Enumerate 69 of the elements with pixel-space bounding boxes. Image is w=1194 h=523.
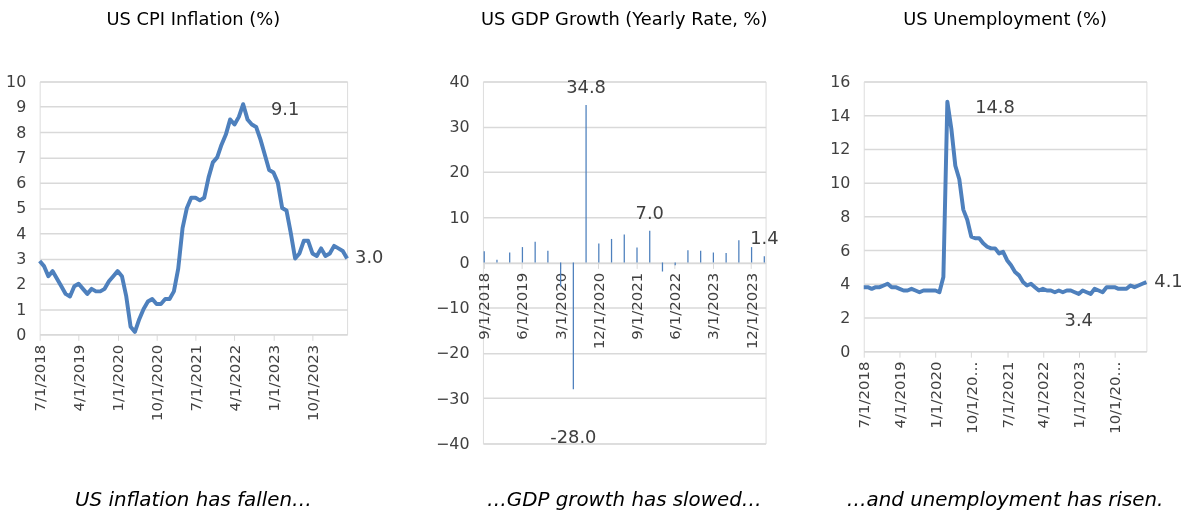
y-tick-label: 4 bbox=[16, 223, 27, 243]
x-tick-label: 6/1/2019 bbox=[513, 272, 532, 340]
x-tick-label: 4/1/2019 bbox=[70, 344, 89, 412]
x-tick-label: 4/1/2022 bbox=[1034, 361, 1053, 429]
x-tick-label: 4/1/2019 bbox=[891, 361, 910, 429]
y-tick-label: 3 bbox=[16, 248, 27, 268]
x-tick-label: 1/1/2023 bbox=[264, 344, 283, 412]
x-tick-label: 10/1/2023 bbox=[303, 344, 322, 421]
data-label: 4.1 bbox=[1154, 270, 1183, 292]
y-tick-label: 1 bbox=[16, 299, 27, 319]
y-tick-label: 7 bbox=[16, 147, 27, 167]
data-label: 14.8 bbox=[975, 95, 1015, 117]
y-tick-label: 0 bbox=[840, 341, 851, 361]
data-label: 1.4 bbox=[750, 227, 779, 249]
x-tick-label: 12/1/2020 bbox=[589, 272, 608, 350]
y-tick-label: 8 bbox=[840, 206, 851, 226]
y-tick-label: 0 bbox=[16, 324, 27, 344]
y-tick-label: −20 bbox=[436, 343, 470, 363]
y-tick-label: 40 bbox=[449, 71, 470, 91]
x-tick-label: 1/1/2023 bbox=[1070, 361, 1089, 429]
y-tick-label: 20 bbox=[449, 162, 470, 182]
x-tick-label: 4/1/2022 bbox=[225, 344, 244, 412]
y-tick-label: 8 bbox=[16, 122, 27, 142]
x-tick-label: 12/1/2023 bbox=[742, 272, 761, 350]
y-tick-label: 14 bbox=[830, 105, 851, 125]
x-tick-label: 9/1/2018 bbox=[475, 272, 494, 340]
y-tick-label: 10 bbox=[830, 173, 851, 193]
y-tick-label: 0 bbox=[459, 252, 470, 272]
y-tick-label: 12 bbox=[830, 139, 851, 159]
line-series bbox=[861, 99, 1149, 296]
x-tick-label: 3/1/2023 bbox=[704, 272, 723, 340]
y-tick-label: 6 bbox=[16, 173, 27, 193]
x-tick-label: 7/1/2018 bbox=[31, 344, 50, 412]
y-tick-label: 10 bbox=[449, 207, 470, 227]
x-tick-label: 6/1/2022 bbox=[666, 272, 685, 340]
data-label: 3.0 bbox=[355, 246, 384, 268]
y-tick-label: −30 bbox=[436, 388, 470, 408]
y-tick-label: 5 bbox=[16, 198, 27, 218]
y-tick-label: −40 bbox=[436, 433, 470, 453]
y-tick-label: −10 bbox=[436, 298, 470, 318]
data-label: -28.0 bbox=[550, 425, 597, 447]
text: …GDP growth has slowed… bbox=[486, 487, 762, 511]
x-tick-label: 9/1/2021 bbox=[627, 272, 646, 340]
text: US inflation has fallen… bbox=[74, 487, 312, 511]
x-tick-label: 7/1/2021 bbox=[998, 361, 1017, 429]
y-tick-label: 2 bbox=[16, 274, 27, 294]
x-tick-label: 10/1/20… bbox=[1106, 361, 1125, 434]
chart-title: US Unemployment (%) bbox=[903, 7, 1107, 29]
x-tick-label: 7/1/2021 bbox=[187, 344, 205, 412]
x-tick-label: 10/1/2020 bbox=[148, 344, 167, 421]
x-tick-label: 1/1/2020 bbox=[926, 361, 945, 429]
y-tick-label: 6 bbox=[840, 240, 851, 260]
x-tick-label: 3/1/2020 bbox=[551, 272, 570, 340]
data-label: 9.1 bbox=[270, 98, 300, 120]
x-tick-label: 7/1/2018 bbox=[855, 361, 874, 429]
data-label: 3.4 bbox=[1064, 308, 1093, 330]
data-label: 34.8 bbox=[566, 76, 606, 98]
y-tick-label: 16 bbox=[830, 71, 851, 91]
x-tick-label: 10/1/20… bbox=[962, 361, 981, 434]
x-tick-label: 1/1/2020 bbox=[109, 344, 128, 412]
chart-title: US CPI Inflation (%) bbox=[106, 7, 281, 29]
text: …and unemployment has risen. bbox=[846, 487, 1164, 511]
y-tick-label: 10 bbox=[6, 71, 27, 91]
y-tick-label: 2 bbox=[840, 307, 851, 327]
y-tick-label: 30 bbox=[449, 117, 470, 137]
y-tick-label: 9 bbox=[16, 97, 27, 117]
chart-title: US GDP Growth (Yearly Rate, %) bbox=[481, 7, 768, 29]
y-tick-label: 4 bbox=[840, 274, 851, 294]
data-label: 7.0 bbox=[635, 201, 664, 223]
